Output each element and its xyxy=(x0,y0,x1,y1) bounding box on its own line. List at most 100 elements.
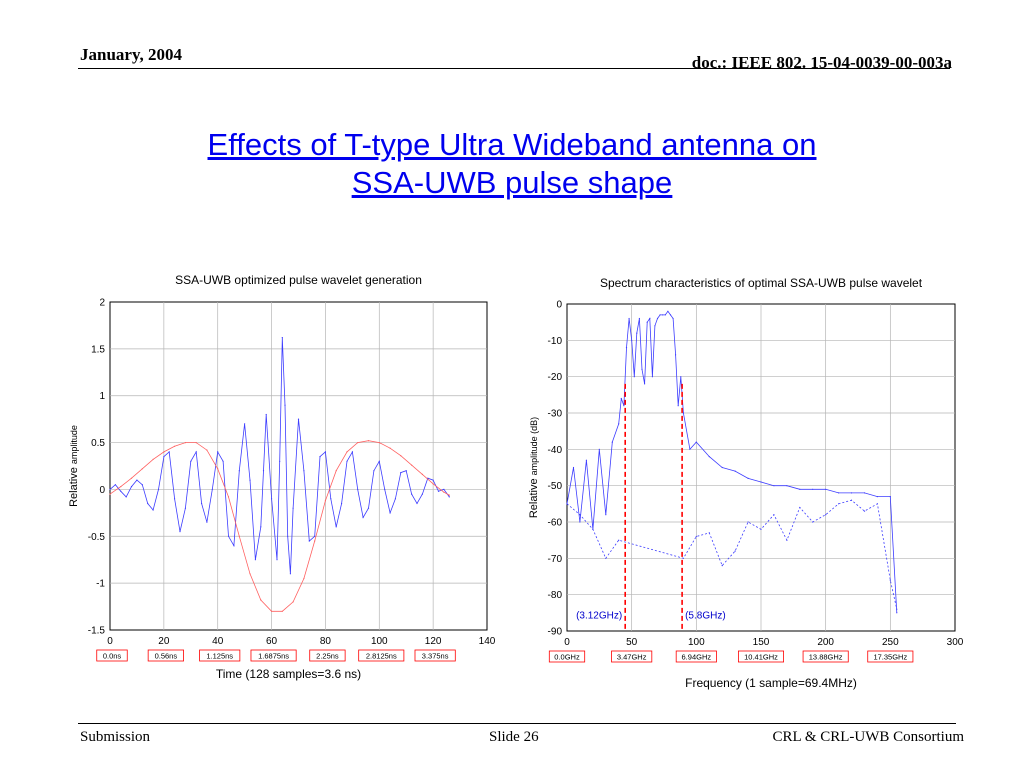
data-point-pulse xyxy=(448,496,450,498)
data-point-envelope xyxy=(400,455,402,457)
y-tick-label: -1 xyxy=(96,579,105,590)
data-point-envelope xyxy=(421,473,423,475)
data-point-pulse xyxy=(279,460,281,462)
freq-label: 6.94GHz xyxy=(682,653,712,662)
y-tick-label: 1.5 xyxy=(91,344,105,355)
data-point-spectrum_floor xyxy=(786,539,788,541)
band-edge-label: (5.8GHz) xyxy=(685,610,726,621)
data-point-pulse xyxy=(400,472,402,474)
header-rule xyxy=(78,68,950,69)
data-point-pulse xyxy=(303,470,305,472)
y-tick-label: -80 xyxy=(548,590,563,601)
y-tick-label: -1.5 xyxy=(88,626,106,637)
data-point-pulse xyxy=(147,502,149,505)
data-point-pulse xyxy=(211,488,213,490)
time-label-box xyxy=(199,649,241,662)
data-point-pulse xyxy=(378,460,380,462)
y-tick-label: -40 xyxy=(548,445,563,456)
footer-slide-number: Slide 26 xyxy=(489,729,539,745)
data-point-spectrum xyxy=(667,310,669,312)
data-point-pulse xyxy=(168,451,170,453)
data-point-pulse xyxy=(437,490,440,492)
data-point-spectrum xyxy=(747,477,749,479)
freq-label: 13.88GHz xyxy=(809,653,843,662)
data-point-spectrum xyxy=(644,383,646,385)
data-point-spectrum_floor xyxy=(863,510,866,512)
slide-title[interactable]: Effects of T-type Ultra Wideband antenna… xyxy=(0,126,1024,202)
data-point-spectrum_floor xyxy=(566,503,568,505)
time-label-box xyxy=(414,649,456,662)
y-tick-label: 0.5 xyxy=(91,438,105,449)
data-point-pulse xyxy=(373,470,375,472)
data-point-pulse xyxy=(125,496,127,498)
data-point-pulse xyxy=(324,451,326,453)
data-point-spectrum xyxy=(675,354,677,356)
data-point-spectrum xyxy=(669,314,672,316)
data-point-envelope xyxy=(292,601,294,603)
data-point-pulse xyxy=(163,456,165,458)
x-tick-label: 300 xyxy=(947,637,964,648)
y-axis-label-main: Relative xyxy=(528,478,540,518)
data-point-spectrum xyxy=(605,514,607,516)
x-tick-label: 40 xyxy=(212,636,224,647)
footer-submission: Submission xyxy=(80,729,151,745)
data-point-envelope xyxy=(378,442,380,444)
data-point-spectrum xyxy=(625,347,628,349)
data-point-spectrum_floor xyxy=(682,557,684,559)
x-tick-label: 80 xyxy=(320,636,332,647)
data-point-pulse xyxy=(184,507,186,509)
data-point-spectrum_floor xyxy=(896,608,898,610)
data-point-pulse xyxy=(195,451,197,453)
data-point-pulse xyxy=(238,470,240,472)
data-point-envelope xyxy=(314,540,316,542)
data-point-envelope xyxy=(281,610,283,612)
data-point-pulse xyxy=(141,484,143,486)
data-point-pulse xyxy=(346,460,348,462)
data-point-pulse xyxy=(292,507,294,509)
slide-title-line1[interactable]: Effects of T-type Ultra Wideband antenna… xyxy=(207,127,817,162)
data-point-pulse xyxy=(179,531,181,533)
data-point-pulse xyxy=(217,451,219,453)
y-tick-label: -30 xyxy=(548,409,563,420)
freq-label: 17.35GHz xyxy=(873,653,907,662)
data-point-pulse xyxy=(384,488,386,490)
data-point-pulse xyxy=(233,545,235,547)
data-point-spectrum xyxy=(636,332,638,334)
data-point-spectrum xyxy=(721,466,723,469)
data-point-spectrum xyxy=(656,317,659,320)
x-tick-label: 140 xyxy=(479,636,496,647)
data-point-spectrum_floor xyxy=(618,539,620,541)
data-point-spectrum xyxy=(760,481,762,483)
data-point-pulse xyxy=(281,337,283,339)
data-point-envelope xyxy=(152,458,154,460)
data-point-spectrum xyxy=(628,317,630,320)
data-point-envelope xyxy=(109,493,111,495)
data-point-spectrum xyxy=(638,317,640,320)
data-point-pulse xyxy=(330,498,332,500)
data-point-pulse xyxy=(152,509,154,511)
freq-label-box xyxy=(737,650,784,663)
data-point-pulse xyxy=(222,460,224,462)
data-point-spectrum xyxy=(651,376,653,378)
band-edge-label: (3.12GHz) xyxy=(576,610,622,621)
data-point-spectrum xyxy=(659,314,661,316)
data-point-pulse xyxy=(265,413,267,416)
y-tick-label: -50 xyxy=(548,481,563,492)
x-tick-label: 120 xyxy=(425,636,442,647)
series-pulse xyxy=(109,337,450,574)
data-point-spectrum_floor xyxy=(773,514,775,516)
y-tick-label: -20 xyxy=(548,372,563,383)
data-point-envelope xyxy=(335,470,337,472)
y-tick-label: -90 xyxy=(548,627,563,638)
data-point-spectrum xyxy=(838,492,840,494)
data-point-envelope xyxy=(206,449,208,451)
data-point-pulse xyxy=(287,535,289,537)
freq-label-box xyxy=(611,650,653,663)
data-point-pulse xyxy=(411,493,413,495)
header-date: January, 2004 xyxy=(80,45,183,64)
data-point-pulse xyxy=(201,502,203,505)
data-point-envelope xyxy=(389,447,391,449)
data-point-spectrum xyxy=(572,466,575,469)
slide-title-line2[interactable]: SSA-UWB pulse shape xyxy=(351,165,673,200)
y-axis-label-sub: amplitude (dB) xyxy=(529,417,539,476)
